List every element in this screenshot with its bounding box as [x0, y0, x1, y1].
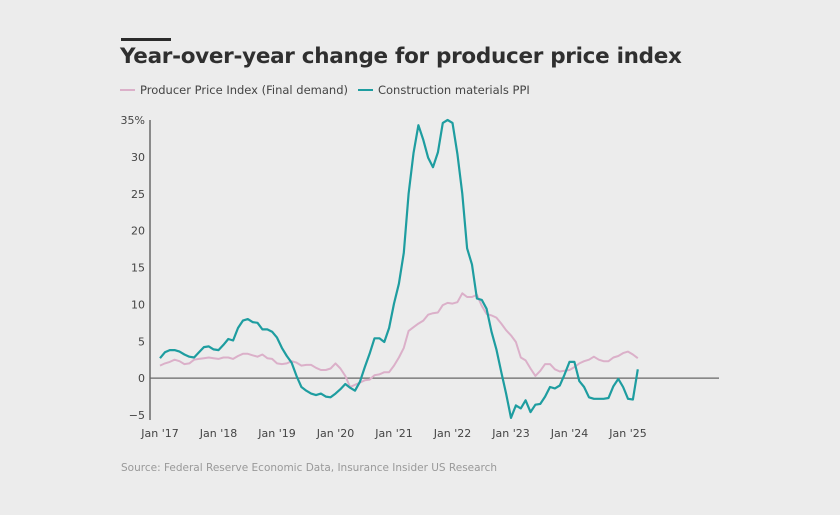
- y-tick-label: 20: [131, 225, 145, 238]
- series-line-construction: [159, 118, 639, 419]
- x-tick-label: Jan '23: [491, 427, 529, 440]
- legend-label-ppi: Producer Price Index (Final demand): [140, 83, 348, 97]
- source-note: Source: Federal Reserve Economic Data, I…: [121, 462, 498, 474]
- x-axis-ticks: Jan '17 Jan '18 Jan '19 Jan '20 Jan '21 Jan '…: [140, 427, 646, 440]
- y-tick-label: −5: [129, 409, 145, 422]
- legend: Producer Price Index (Final demand) Cons…: [120, 83, 540, 97]
- legend-swatch-ppi: [120, 88, 135, 92]
- x-tick-label: Jan '20: [316, 427, 354, 440]
- chart-title: Year-over-year change for producer price…: [120, 44, 682, 69]
- y-tick-label: 0: [138, 372, 145, 385]
- y-tick-label: 25: [131, 188, 145, 201]
- y-tick-label: 5: [138, 335, 145, 348]
- legend-item-construction: Construction materials PPI: [357, 83, 530, 97]
- series-line-ppi: [159, 292, 639, 388]
- x-tick-label: Jan '17: [140, 427, 178, 440]
- legend-swatch-construction: [357, 88, 373, 92]
- series-lines: [159, 118, 639, 419]
- x-tick-label: Jan '24: [550, 427, 588, 440]
- title-accent-bar: [121, 38, 171, 41]
- legend-label-construction: Construction materials PPI: [377, 83, 530, 97]
- x-tick-label: Jan '25: [608, 427, 646, 440]
- x-tick-label: Jan '22: [433, 427, 471, 440]
- y-tick-label: 35%: [121, 114, 145, 127]
- legend-item-ppi: Producer Price Index (Final demand): [120, 83, 348, 97]
- x-tick-label: Jan '18: [199, 427, 237, 440]
- y-tick-label: 15: [131, 262, 145, 275]
- x-tick-label: Jan '19: [257, 427, 295, 440]
- y-tick-label: 10: [131, 298, 145, 311]
- x-tick-label: Jan '21: [374, 427, 412, 440]
- y-axis-ticks: −5 0 5 10 15 20 25 30 35%: [121, 114, 145, 422]
- y-tick-label: 30: [131, 151, 145, 164]
